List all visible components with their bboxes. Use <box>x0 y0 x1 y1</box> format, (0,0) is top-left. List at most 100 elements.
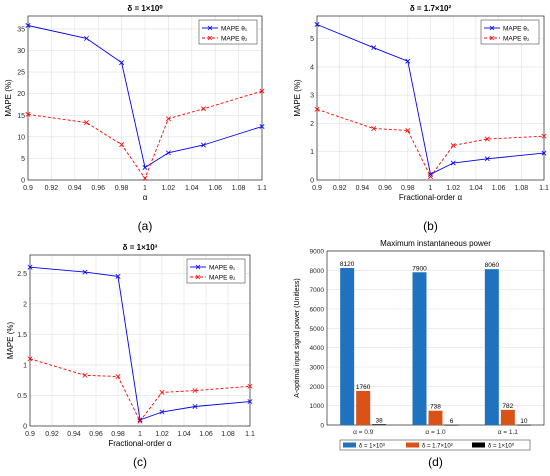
x-tick-label: 1.1 <box>245 431 255 438</box>
data-point <box>137 418 143 424</box>
legend-label: δ = 1.7×10² <box>422 444 453 450</box>
x-tick-label: 0.9 <box>23 185 33 192</box>
x-tick-label: 0.98 <box>115 185 129 192</box>
x-tick-label: 0.92 <box>45 431 59 438</box>
x-tick-label: 0.92 <box>45 185 59 192</box>
legend: MAPE θ₁ MAPE θ₂ <box>186 258 246 284</box>
data-point <box>84 35 89 41</box>
bar-value-label: 8060 <box>485 262 500 269</box>
data-point <box>428 174 433 180</box>
y-tick-label: 0 <box>310 178 314 185</box>
panel-label: (c) <box>133 455 147 469</box>
x-axis-label: Fractional-order α <box>108 439 172 448</box>
legend-label: MAPE θ₁ <box>221 26 248 33</box>
y-tick-label: 2.5 <box>17 271 27 278</box>
y-tick-label: 2 <box>310 121 314 128</box>
x-tick-label: 0.9 <box>25 431 35 438</box>
x-tick-label: α = 1.1 <box>498 429 519 436</box>
chart-panel-d: 0 1000 2000 3000 4000 5000 6000 7000 8000 9000 812… <box>294 239 545 469</box>
y-tick-label: 1 <box>23 362 27 369</box>
y-tick-label: 7000 <box>310 287 325 294</box>
bar <box>444 424 459 426</box>
y-tick-label: 20 <box>17 91 25 98</box>
y-tick-label: 0.5 <box>17 393 27 400</box>
data-point <box>142 165 148 170</box>
legend-marker <box>195 274 201 280</box>
data-point <box>159 409 165 415</box>
legend: MAPE θ₁ MAPE θ₂ <box>198 19 258 45</box>
y-tick-label: 1.5 <box>17 332 27 339</box>
x-tick-label: 0.96 <box>378 185 392 192</box>
legend-label: δ = 1×10³ <box>359 444 385 450</box>
legend-marker <box>207 25 213 31</box>
x-tick-label: 0.92 <box>333 185 347 192</box>
panel-label: (a) <box>138 219 153 233</box>
data-point <box>192 388 198 394</box>
legend-marker <box>489 35 495 41</box>
y-tick-label: 0 <box>23 424 27 431</box>
bar <box>428 410 443 425</box>
data-point <box>259 88 265 94</box>
data-point <box>25 111 31 117</box>
chart-title: δ = 1×10⁰ <box>127 4 163 13</box>
data-point <box>541 133 547 139</box>
data-point <box>541 150 547 156</box>
data-point <box>405 128 411 133</box>
data-point <box>27 264 33 270</box>
y-tick-label: 0 <box>21 178 25 185</box>
legend-box <box>339 439 531 451</box>
legend-box <box>186 258 246 284</box>
y-tick-label: 15 <box>17 113 25 120</box>
data-point <box>25 23 31 28</box>
data-point <box>119 142 125 148</box>
x-tick-label: 1.06 <box>492 185 506 192</box>
x-tick-label: 0.94 <box>356 185 370 192</box>
data-point <box>165 150 171 156</box>
data-point <box>142 175 148 181</box>
panel-label: (d) <box>428 455 443 469</box>
legend-box <box>480 19 540 45</box>
y-tick-label: 3000 <box>310 365 325 372</box>
legend-label: MAPE θ₂ <box>221 36 248 43</box>
y-axis-label: A-optimal input signal power (Unitless) <box>294 278 301 397</box>
data-point <box>314 21 320 27</box>
legend-label: MAPE θ₁ <box>209 265 236 272</box>
data-point <box>159 389 165 395</box>
y-tick-label: 3 <box>310 93 314 100</box>
y-axis-label: MAPE (%) <box>6 322 15 360</box>
data-point <box>247 399 253 405</box>
legend-box <box>198 19 258 45</box>
data-point <box>405 58 411 64</box>
bar <box>356 390 371 425</box>
y-tick-label: 8000 <box>310 268 325 275</box>
legend-swatch <box>343 442 356 448</box>
y-tick-label: 4000 <box>310 345 325 352</box>
x-tick-label: 1.04 <box>469 185 483 192</box>
data-point <box>314 106 320 112</box>
x-tick-label: 1.04 <box>177 431 191 438</box>
bar <box>484 269 499 425</box>
y-tick-label: 30 <box>17 48 25 55</box>
bar <box>412 272 427 425</box>
x-tick-label: 1.04 <box>185 185 199 192</box>
data-point <box>192 403 198 409</box>
x-tick-label: 0.94 <box>67 431 81 438</box>
y-tick-label: 1000 <box>310 403 325 410</box>
bar-value-label: 782 <box>502 403 513 410</box>
bar-value-label: 10 <box>520 418 528 425</box>
x-tick-label: 1.08 <box>221 431 235 438</box>
legend-label: δ = 1×10⁰ <box>488 443 515 450</box>
x-tick-label: α = 1.0 <box>425 429 446 436</box>
x-tick-label: 1.1 <box>257 185 267 192</box>
axes-frame <box>27 15 263 181</box>
chart-title: Maximum instantaneous power <box>380 239 491 248</box>
legend-marker <box>207 35 213 41</box>
x-tick-label: α = 0.9 <box>353 429 374 436</box>
data-point <box>82 269 88 275</box>
data-point <box>450 143 456 148</box>
y-tick-label: 35 <box>17 26 25 33</box>
y-axis-label: MAPE (%) <box>4 79 13 117</box>
axes-frame <box>316 15 545 181</box>
bar-value-label: 7900 <box>412 265 427 272</box>
